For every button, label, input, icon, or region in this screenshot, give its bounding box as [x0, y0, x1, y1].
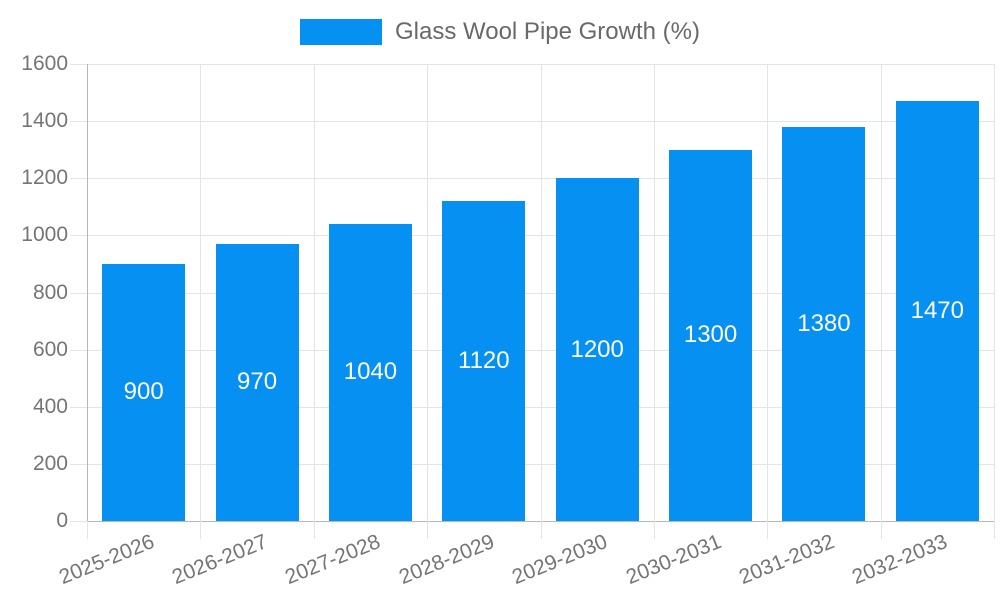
y-tick: [70, 292, 87, 294]
bar[interactable]: 900: [102, 263, 186, 521]
plot-area: 900 970 1040 1120 1200 1300 1380 1470: [87, 64, 995, 521]
x-tick: [200, 521, 202, 539]
y-tick: [70, 463, 87, 465]
y-tick: [70, 121, 87, 123]
bar[interactable]: 1120: [442, 201, 526, 521]
y-tick: [70, 521, 87, 522]
bar-data-label: 1470: [910, 297, 964, 325]
bar[interactable]: 1380: [782, 126, 866, 521]
y-tick-label: 1600: [21, 52, 68, 75]
bar-data-label: 1120: [458, 347, 510, 375]
x-tick: [880, 521, 882, 539]
x-tick: [994, 521, 995, 539]
bar[interactable]: 1300: [669, 149, 753, 521]
y-tick-label: 1200: [21, 166, 68, 190]
y-tick-label: 800: [32, 280, 68, 304]
x-tick: [87, 521, 88, 539]
x-tick: [653, 521, 655, 539]
bar[interactable]: 970: [215, 243, 299, 521]
x-gridline: [653, 64, 655, 521]
x-gridline: [200, 64, 202, 521]
y-tick-label: 600: [32, 337, 68, 361]
y-tick: [70, 349, 87, 351]
x-gridline: [540, 64, 542, 521]
y-tick-label: 1400: [21, 109, 68, 133]
bar-data-label: 1380: [797, 309, 851, 337]
legend-swatch[interactable]: [300, 19, 382, 45]
x-tick: [767, 521, 769, 539]
bar-data-label: 1040: [343, 358, 398, 386]
y-axis-line: [87, 64, 88, 521]
y-tick-label: 200: [32, 451, 68, 475]
legend-label[interactable]: Glass Wool Pipe Growth (%): [395, 18, 700, 45]
x-tick: [313, 521, 315, 539]
bar-data-label: 1300: [683, 321, 738, 349]
y-tick: [70, 235, 87, 237]
y-tick: [70, 64, 87, 65]
y-tick-label: 400: [32, 394, 68, 418]
y-tick: [70, 178, 87, 180]
y-tick-label: 1000: [21, 223, 68, 247]
bar[interactable]: 1200: [555, 178, 639, 521]
x-gridline: [427, 64, 429, 521]
bar[interactable]: 1040: [328, 223, 412, 521]
x-tick: [540, 521, 542, 539]
y-tick-label: 0: [56, 509, 68, 532]
x-gridline: [767, 64, 769, 521]
bar-data-label: 1200: [570, 335, 624, 363]
bar-data-label: 970: [237, 368, 278, 396]
bar-data-label: 900: [123, 378, 164, 406]
bar[interactable]: 1470: [895, 101, 979, 521]
x-gridline: [994, 64, 995, 521]
legend: Glass Wool Pipe Growth (%): [0, 17, 1000, 47]
x-gridline: [880, 64, 882, 521]
y-tick: [70, 406, 87, 408]
x-gridline: [313, 64, 315, 521]
x-tick: [427, 521, 429, 539]
